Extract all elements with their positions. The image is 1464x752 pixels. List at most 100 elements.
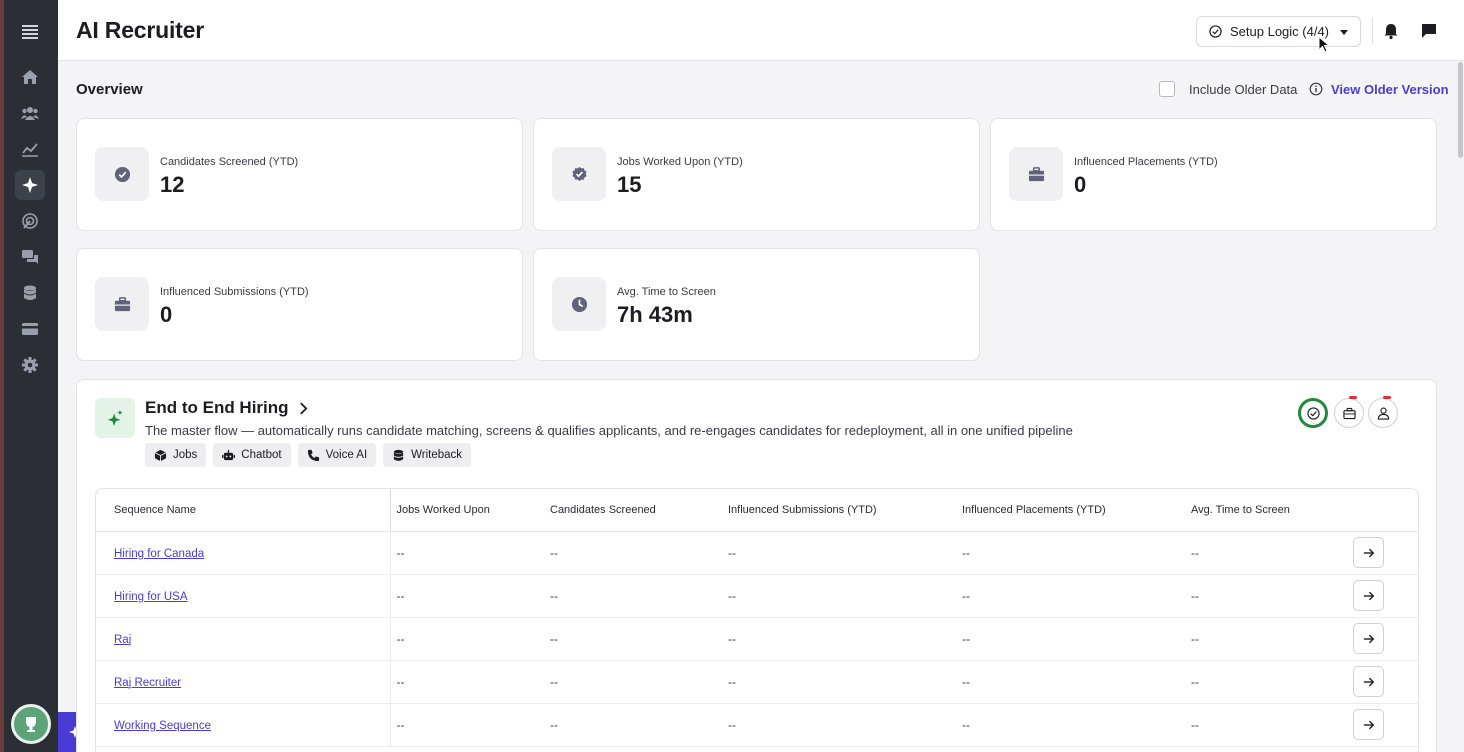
cell-placements: -- — [962, 574, 1191, 618]
workflow-title-link[interactable]: End to End Hiring — [145, 398, 308, 418]
database-icon[interactable] — [15, 278, 45, 308]
stat-value: 0 — [160, 302, 173, 327]
column-header: Influenced Submissions (YTD) — [728, 489, 962, 532]
open-sequence-button[interactable] — [1353, 623, 1384, 654]
user-icon — [1377, 407, 1389, 420]
cell-avg-time: -- — [1191, 574, 1353, 618]
check-badge-icon — [571, 166, 587, 181]
stat-card-jobs-worked: Jobs Worked Upon (YTD) 15 — [533, 118, 980, 231]
tag-jobs: Jobs — [145, 443, 207, 467]
open-sequence-button[interactable] — [1353, 580, 1384, 611]
workflow-icon-wrap — [95, 398, 135, 438]
analytics-icon[interactable] — [15, 134, 45, 164]
workflow-description: The master flow — automatically runs can… — [145, 423, 1073, 438]
robot-icon — [222, 449, 236, 460]
setup-logic-dropdown[interactable]: Setup Logic (4/4) — [1196, 16, 1361, 47]
stat-label: Influenced Submissions (YTD) — [160, 286, 309, 298]
column-header: Influenced Placements (YTD) — [962, 489, 1191, 532]
include-older-checkbox[interactable] — [1159, 81, 1175, 97]
tag-chatbot: Chatbot — [213, 443, 291, 467]
bell-icon[interactable] — [1382, 22, 1400, 40]
message-icon[interactable] — [1420, 22, 1438, 40]
table-row: Raj Recruiter -- -- -- -- -- — [96, 660, 1418, 704]
cell-jobs: -- — [390, 703, 550, 747]
alert-dot — [1383, 396, 1391, 399]
workflow-tags: Jobs Chatbot Voice AI Writeback — [145, 443, 472, 467]
menu-icon[interactable] — [15, 17, 45, 47]
cell-submissions: -- — [728, 660, 962, 704]
table-header-row: Sequence Name Jobs Worked Upon Candidate… — [96, 489, 1418, 532]
sequence-link[interactable]: Hiring for USA — [114, 590, 188, 603]
cube-icon — [154, 449, 167, 461]
cell-avg-time: -- — [1191, 617, 1353, 661]
table-row: Hiring for USA -- -- -- -- -- — [96, 574, 1418, 618]
check-circle-icon — [1306, 406, 1320, 420]
cell-submissions: -- — [728, 703, 962, 747]
workflow-panel: End to End Hiring The master flow — auto… — [76, 379, 1437, 752]
open-sequence-button[interactable] — [1353, 537, 1384, 568]
cell-screened: -- — [550, 531, 728, 575]
home-icon[interactable] — [15, 62, 45, 92]
stat-card-candidates-screened: Candidates Screened (YTD) 12 — [76, 118, 523, 231]
stat-icon-wrap — [1009, 147, 1063, 201]
briefcase-icon — [1342, 407, 1356, 419]
avatar[interactable] — [11, 704, 51, 744]
arrow-right-icon — [1363, 720, 1374, 729]
clock-icon — [571, 296, 587, 312]
table-row: Hiring for Canada -- -- -- -- -- — [96, 531, 1418, 575]
page-scrollbar[interactable] — [1458, 62, 1463, 158]
tag-label: Writeback — [411, 449, 463, 461]
sequence-link[interactable]: Working Sequence — [114, 719, 211, 732]
cell-placements: -- — [962, 531, 1191, 575]
cell-submissions: -- — [728, 617, 962, 661]
include-older-label[interactable]: Include Older Data — [1189, 82, 1298, 97]
radar-icon[interactable] — [15, 206, 45, 236]
arrow-right-icon — [1363, 591, 1374, 600]
tag-label: Chatbot — [241, 449, 282, 461]
open-sequence-button[interactable] — [1353, 666, 1384, 697]
stat-value: 7h 43m — [617, 302, 693, 327]
column-header: Sequence Name — [96, 489, 391, 532]
ai-sparkle-icon[interactable] — [15, 170, 45, 200]
sequence-table: Sequence Name Jobs Worked Upon Candidate… — [95, 488, 1419, 752]
sequence-link[interactable]: Raj — [114, 633, 132, 646]
stat-value: 12 — [160, 172, 185, 197]
status-jobs-badge[interactable] — [1334, 396, 1364, 428]
column-header: Jobs Worked Upon — [390, 489, 550, 532]
stat-icon-wrap — [552, 277, 606, 331]
sequence-link[interactable]: Raj Recruiter — [114, 676, 182, 689]
check-circle-icon — [1209, 25, 1222, 38]
stat-card-influenced-submissions: Influenced Submissions (YTD) 0 — [76, 248, 523, 361]
stat-label: Jobs Worked Upon (YTD) — [617, 156, 743, 168]
top-header: AI Recruiter Setup Logic (4/4) — [58, 0, 1464, 61]
header-divider — [1372, 18, 1373, 44]
gear-icon[interactable] — [15, 350, 45, 380]
alert-dot — [1349, 396, 1357, 399]
tag-label: Jobs — [173, 449, 198, 461]
info-icon[interactable] — [1309, 82, 1323, 96]
cell-jobs: -- — [390, 574, 550, 618]
sequence-link[interactable]: Hiring for Canada — [114, 547, 205, 560]
stat-label: Avg. Time to Screen — [617, 286, 716, 298]
stat-card-influenced-placements: Influenced Placements (YTD) 0 — [990, 118, 1437, 231]
chevron-down-icon — [1340, 29, 1349, 35]
cell-avg-time: -- — [1191, 531, 1353, 575]
sparkle-icon — [107, 409, 123, 427]
cell-submissions: -- — [728, 574, 962, 618]
open-sequence-button[interactable] — [1353, 709, 1384, 740]
people-icon[interactable] — [15, 98, 45, 128]
view-older-version-link[interactable]: View Older Version — [1331, 82, 1449, 97]
page-title: AI Recruiter — [76, 17, 204, 43]
cell-jobs: -- — [390, 531, 550, 575]
column-header: Avg. Time to Screen — [1191, 489, 1353, 532]
status-check-badge[interactable] — [1298, 398, 1328, 428]
cell-placements: -- — [962, 703, 1191, 747]
card-icon[interactable] — [15, 314, 45, 344]
status-candidate-badge[interactable] — [1368, 396, 1398, 428]
arrow-right-icon — [1363, 634, 1374, 643]
chat-icon[interactable] — [15, 242, 45, 272]
arrow-right-icon — [1363, 548, 1374, 557]
cell-screened: -- — [550, 574, 728, 618]
cell-jobs: -- — [390, 617, 550, 661]
tag-label: Voice AI — [325, 449, 368, 461]
